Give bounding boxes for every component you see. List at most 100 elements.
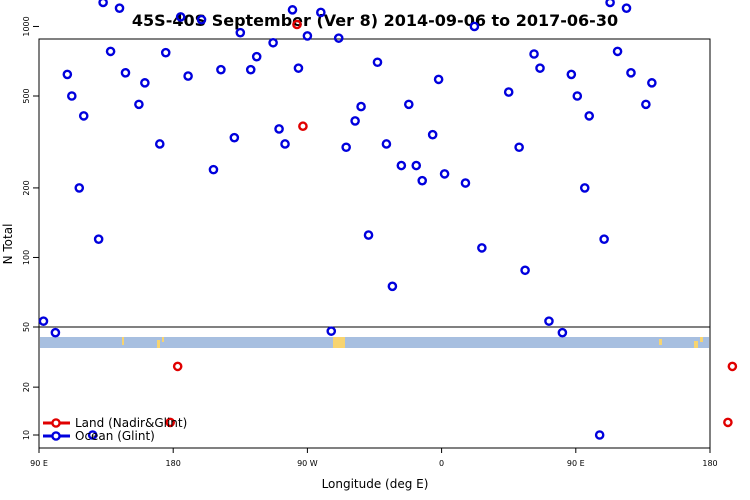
ocean-point: [477, 243, 487, 253]
ocean-point: [363, 230, 374, 240]
y-tick-label: 10: [22, 430, 31, 440]
map-land-patch: [162, 337, 164, 342]
ocean-point: [341, 142, 351, 153]
land-point: [172, 361, 183, 372]
ocean-point: [647, 78, 657, 88]
map-land-patch: [659, 339, 662, 345]
ocean-point: [274, 124, 284, 134]
ocean-point: [612, 46, 623, 57]
ocean-point: [594, 430, 605, 440]
ocean-point: [183, 71, 193, 81]
ocean-point: [78, 111, 89, 121]
ocean-point: [38, 316, 49, 326]
x-tick-label: 90 W: [297, 459, 318, 468]
x-tick-label: 90 E: [567, 459, 585, 468]
ocean-point: [529, 49, 539, 59]
legend-marker: [51, 418, 61, 428]
x-axis: 90 E 180 90 W 0 90 E 180: [30, 448, 718, 468]
ocean-point: [350, 116, 360, 126]
ocean-point: [579, 183, 590, 193]
points-layer: [38, 0, 738, 440]
ocean-point: [326, 326, 337, 336]
ocean-point: [93, 234, 104, 244]
x-tick-label: 180: [702, 459, 717, 468]
y-axis-label: N Total: [1, 224, 15, 265]
ocean-point: [584, 111, 595, 121]
ocean-point: [216, 64, 226, 75]
legend: Land (Nadir&Glint)Ocean (Glint): [43, 416, 187, 443]
legend-marker: [51, 431, 61, 441]
ocean-point: [520, 265, 530, 276]
ocean-point: [469, 21, 480, 32]
ocean-point: [356, 101, 366, 112]
ocean-point: [74, 183, 85, 193]
y-tick-label: 100: [22, 250, 31, 265]
plot-frame-upper: [38, 38, 711, 328]
ocean-point: [544, 316, 554, 326]
ocean-point: [154, 139, 165, 149]
ocean-point: [557, 327, 568, 338]
map-land-patch: [157, 340, 160, 348]
map-land-patch: [700, 337, 703, 342]
land-point: [298, 121, 308, 132]
ocean-point: [333, 33, 344, 43]
ocean-point: [417, 175, 428, 186]
ocean-point: [411, 160, 422, 171]
ocean-point: [134, 99, 144, 110]
ocean-point: [87, 430, 98, 440]
ocean-point: [251, 51, 262, 62]
ocean-point: [235, 27, 246, 38]
ocean-point: [514, 142, 524, 153]
land-point: [723, 417, 733, 428]
land-point: [165, 417, 176, 428]
ocean-point: [50, 327, 61, 338]
land-point: [292, 19, 302, 30]
ocean-point: [140, 78, 150, 88]
ocean-point: [293, 63, 304, 73]
x-axis-label: Longitude (deg E): [322, 477, 429, 491]
ocean-point: [120, 68, 131, 78]
ocean-point: [67, 91, 77, 101]
ocean-point: [433, 74, 444, 85]
map-land-patch: [122, 337, 124, 345]
ocean-point: [535, 63, 545, 73]
ocean-point: [626, 68, 636, 78]
x-tick-label: 180: [166, 459, 181, 468]
ocean-point: [196, 14, 207, 25]
ocean-point: [229, 132, 240, 143]
x-tick-label: 90 E: [30, 459, 48, 468]
x-tick-label: 0: [439, 459, 444, 468]
ocean-point: [316, 7, 326, 18]
ocean-point: [439, 169, 450, 179]
ocean-point: [396, 160, 407, 171]
land-point: [727, 361, 738, 372]
ocean-point: [566, 69, 577, 80]
legend-label: Land (Nadir&Glint): [75, 416, 187, 430]
ocean-point: [268, 37, 278, 48]
y-tick-label: 1000: [22, 16, 31, 36]
y-tick-label: 500: [22, 88, 31, 103]
ocean-point: [572, 91, 583, 101]
ocean-point: [372, 57, 383, 68]
ocean-point: [175, 12, 186, 22]
y-tick-label: 20: [22, 382, 31, 392]
ocean-point: [621, 3, 632, 13]
ocean-point: [114, 3, 125, 13]
ocean-point: [427, 129, 438, 140]
ocean-point: [287, 5, 298, 15]
ocean-point: [387, 281, 398, 292]
ocean-point: [403, 99, 414, 110]
ocean-point: [105, 46, 116, 57]
ocean-point: [208, 164, 219, 175]
map-land-patch: [694, 341, 698, 348]
ocean-point: [62, 69, 73, 80]
ocean-point: [160, 47, 171, 58]
ocean-point: [599, 234, 609, 244]
ocean-point: [641, 99, 651, 110]
map-strip: [40, 337, 709, 348]
legend-label: Ocean (Glint): [75, 429, 155, 443]
ocean-point: [381, 139, 392, 149]
map-ocean-band: [40, 337, 709, 348]
y-tick-label: 50: [22, 322, 31, 332]
